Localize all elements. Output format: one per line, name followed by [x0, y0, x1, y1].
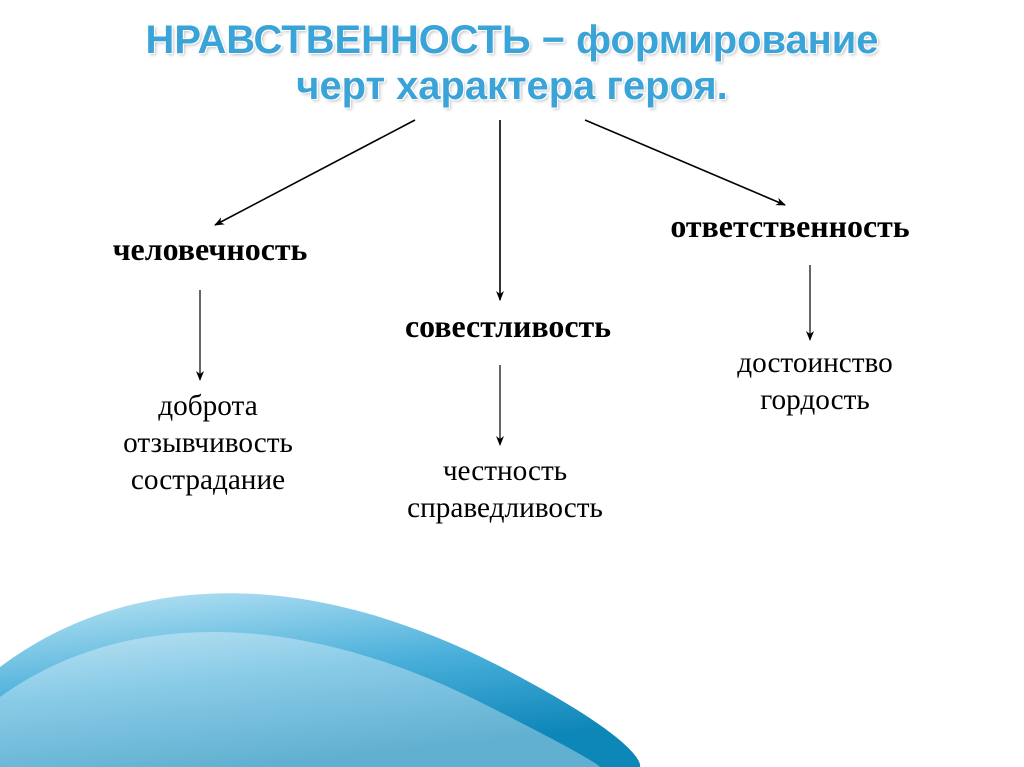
node-responsibility: ответственность	[590, 209, 990, 245]
node-resp-sub1: достоинство	[615, 347, 1015, 380]
node-humanity-sub1: доброта	[8, 390, 408, 423]
node-conscience-sub1: честность	[305, 455, 705, 488]
node-humanity: человечность	[10, 232, 410, 268]
node-conscience-sub2: справедливость	[305, 492, 705, 525]
decorative-swoosh	[0, 547, 1024, 767]
slide-title: НРАВСТВЕННОСТЬ − формирование черт харак…	[0, 18, 1024, 110]
node-resp-sub2: гордость	[615, 384, 1015, 417]
title-line-1: НРАВСТВЕННОСТЬ − формирование	[146, 18, 879, 62]
title-line-2: черт характера героя.	[296, 64, 727, 108]
node-conscience: совестливость	[308, 309, 708, 345]
